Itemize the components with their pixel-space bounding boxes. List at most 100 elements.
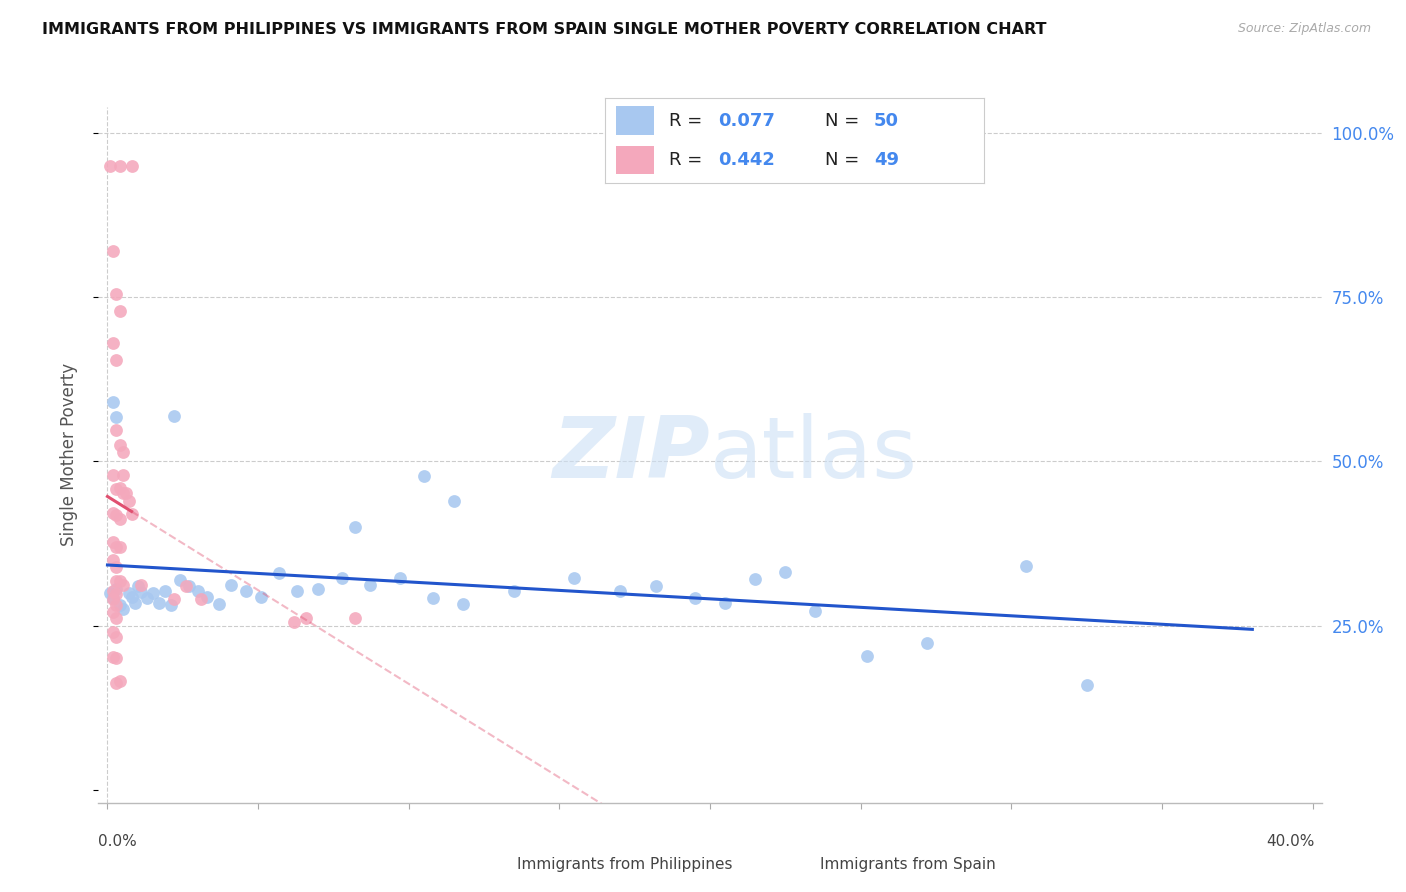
- Point: [187, 584, 209, 599]
- Point: [103, 336, 125, 351]
- Point: [127, 578, 149, 592]
- FancyBboxPatch shape: [616, 106, 654, 135]
- Text: 0.0%: 0.0%: [98, 834, 138, 849]
- Point: [142, 586, 165, 600]
- Text: ZIP: ZIP: [553, 413, 710, 497]
- Point: [103, 506, 125, 520]
- Y-axis label: Single Mother Poverty: Single Mother Poverty: [59, 363, 77, 547]
- Text: 0.077: 0.077: [718, 112, 775, 130]
- Point: [105, 423, 128, 437]
- Point: [108, 303, 131, 318]
- Point: [103, 625, 125, 640]
- Point: [100, 586, 122, 600]
- Point: [804, 604, 827, 618]
- Point: [117, 494, 139, 508]
- Point: [108, 574, 131, 588]
- Point: [105, 352, 128, 367]
- Text: Immigrants from Spain: Immigrants from Spain: [820, 857, 995, 871]
- Point: [105, 574, 128, 588]
- Text: N =: N =: [825, 151, 865, 169]
- Text: atlas: atlas: [710, 413, 918, 497]
- Point: [105, 587, 128, 601]
- Point: [307, 582, 329, 597]
- Point: [135, 591, 157, 605]
- Text: 0.442: 0.442: [718, 151, 775, 169]
- Point: [111, 486, 134, 500]
- Point: [105, 651, 128, 665]
- Point: [103, 395, 125, 409]
- Point: [111, 467, 134, 482]
- Point: [343, 610, 366, 624]
- Point: [108, 674, 131, 689]
- Text: 49: 49: [875, 151, 898, 169]
- Point: [609, 583, 631, 598]
- Point: [235, 583, 257, 598]
- Point: [343, 520, 366, 534]
- Point: [108, 438, 131, 452]
- Point: [775, 566, 797, 580]
- Point: [285, 583, 308, 598]
- Point: [163, 591, 186, 606]
- Point: [129, 585, 152, 599]
- Point: [564, 571, 586, 585]
- Point: [111, 601, 134, 615]
- Point: [121, 507, 143, 521]
- Point: [121, 591, 143, 605]
- Point: [103, 606, 125, 620]
- Point: [129, 578, 152, 592]
- Point: [153, 583, 176, 598]
- Point: [1015, 558, 1038, 573]
- Point: [105, 287, 128, 301]
- Point: [855, 649, 877, 664]
- Point: [195, 591, 218, 605]
- Point: [111, 444, 134, 458]
- Text: Immigrants from Philippines: Immigrants from Philippines: [517, 857, 733, 871]
- Point: [644, 578, 666, 592]
- Point: [683, 591, 706, 605]
- Point: [105, 559, 128, 574]
- Point: [177, 578, 200, 592]
- Point: [269, 566, 291, 580]
- Point: [117, 586, 139, 600]
- Point: [103, 591, 125, 605]
- Point: [388, 571, 411, 585]
- Point: [121, 159, 143, 173]
- Point: [503, 584, 526, 599]
- Text: R =: R =: [669, 112, 709, 130]
- Point: [169, 573, 191, 587]
- Text: IMMIGRANTS FROM PHILIPPINES VS IMMIGRANTS FROM SPAIN SINGLE MOTHER POVERTY CORRE: IMMIGRANTS FROM PHILIPPINES VS IMMIGRANT…: [42, 22, 1046, 37]
- Point: [105, 409, 128, 424]
- Text: 40.0%: 40.0%: [1267, 834, 1315, 849]
- Point: [124, 596, 146, 610]
- Text: N =: N =: [825, 112, 865, 130]
- Point: [108, 481, 131, 495]
- Text: R =: R =: [669, 151, 709, 169]
- Point: [105, 582, 128, 597]
- Point: [163, 409, 186, 423]
- Point: [190, 591, 212, 606]
- Point: [105, 508, 128, 523]
- Point: [103, 534, 125, 549]
- Point: [105, 676, 128, 690]
- Point: [208, 597, 231, 611]
- Point: [103, 650, 125, 665]
- Point: [103, 553, 125, 567]
- Point: [422, 591, 444, 605]
- Point: [332, 571, 354, 585]
- Point: [148, 596, 170, 610]
- Point: [250, 590, 273, 604]
- Point: [100, 159, 122, 173]
- Text: Source: ZipAtlas.com: Source: ZipAtlas.com: [1237, 22, 1371, 36]
- Point: [714, 596, 737, 610]
- Point: [105, 610, 128, 624]
- Point: [103, 592, 125, 607]
- Point: [451, 597, 474, 611]
- Point: [108, 598, 131, 612]
- Point: [443, 494, 465, 508]
- Point: [111, 578, 134, 592]
- Point: [105, 482, 128, 496]
- Point: [744, 572, 766, 586]
- Point: [103, 584, 125, 599]
- Point: [105, 540, 128, 554]
- Point: [174, 579, 197, 593]
